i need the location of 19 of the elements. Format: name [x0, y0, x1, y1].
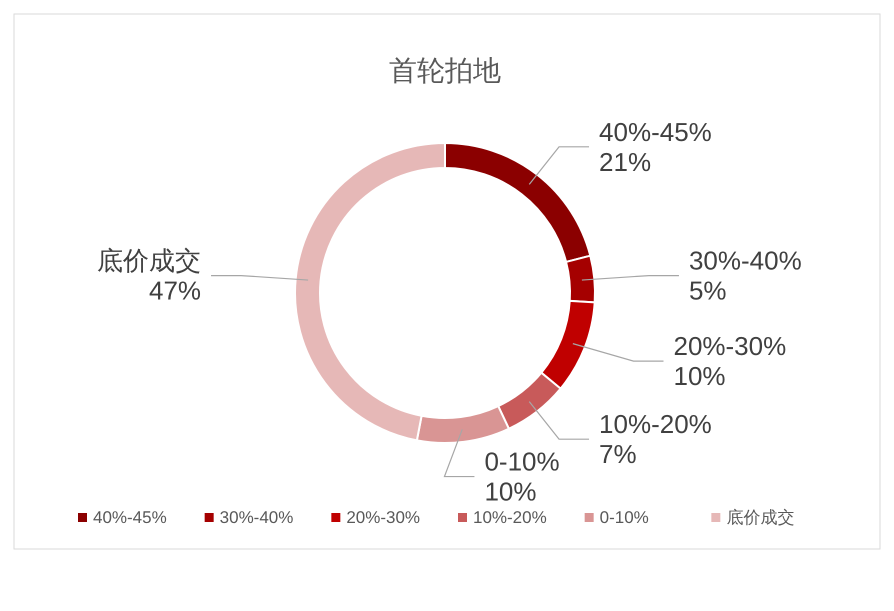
- legend-label: 20%-30%: [346, 508, 420, 527]
- slice-label: 0-10%: [484, 446, 560, 477]
- data-label: 7%: [599, 439, 637, 470]
- legend-label: 底价成交: [726, 508, 794, 527]
- data-label: 10%: [484, 476, 536, 507]
- slice-label: 40%-45%: [599, 116, 712, 147]
- slice-label: 20%-30%: [673, 331, 786, 362]
- slice-label: 30%-40%: [688, 246, 802, 276]
- data-label: 5%: [688, 276, 727, 306]
- legend-label: 30%-40%: [220, 508, 294, 527]
- slice-label: 10%-20%: [599, 409, 712, 440]
- legend-label: 0-10%: [600, 508, 649, 527]
- data-label: 10%: [673, 361, 726, 392]
- legend-label: 10%-20%: [473, 508, 547, 527]
- data-label: 21%: [599, 146, 652, 177]
- data-label: 47%: [148, 276, 202, 306]
- legend-label: 40%-45%: [93, 508, 167, 527]
- chart-title: 首轮拍地: [389, 55, 501, 86]
- slice-label: 底价成交: [97, 246, 202, 276]
